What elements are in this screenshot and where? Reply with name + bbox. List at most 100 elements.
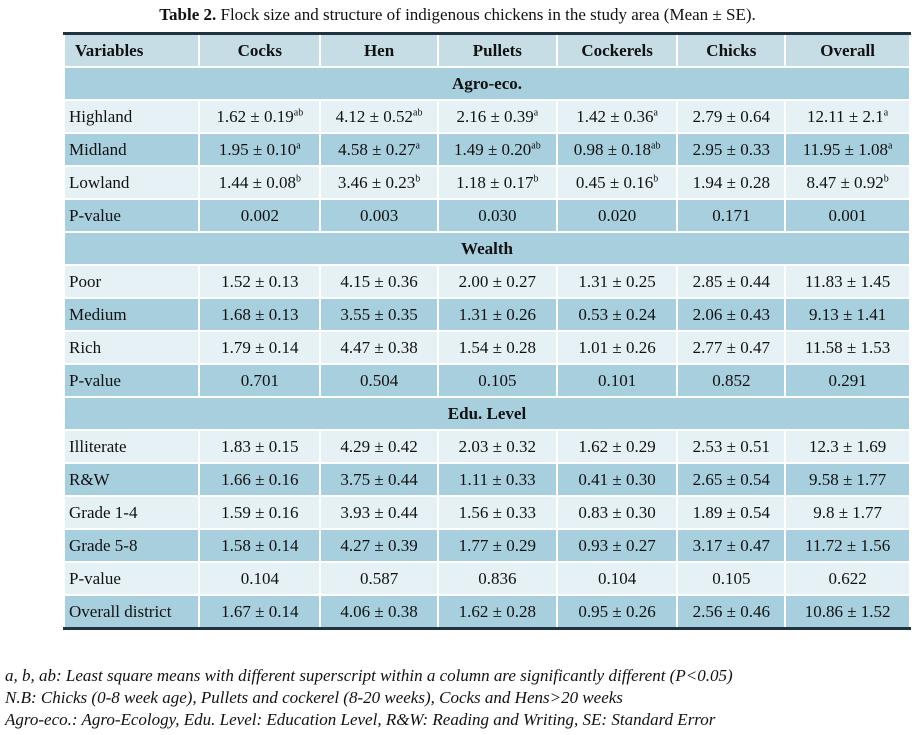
cell-value: 2.56 ± 0.46 [692, 602, 771, 621]
cell-value: 0.030 [478, 206, 517, 225]
cell-value: 1.42 ± 0.36 [576, 107, 654, 126]
table-cell: 1.56 ± 0.33 [436, 495, 558, 530]
cell-value: 0.95 ± 0.26 [578, 602, 656, 621]
header-row: Variables Cocks Hen Pullets Cockerels Ch… [62, 32, 911, 68]
table-cell: 2.56 ± 0.46 [676, 594, 787, 630]
header-overall: Overall [784, 32, 911, 68]
cell-value: 12.3 ± 1.69 [808, 437, 887, 456]
cell-value: 1.59 ± 0.16 [221, 503, 299, 522]
table-cell: 2.79 ± 0.64 [676, 99, 787, 134]
table-cell: 4.27 ± 0.39 [319, 528, 439, 563]
table-cell: 0.101 [555, 363, 679, 398]
cell-value: 2.53 ± 0.51 [692, 437, 771, 456]
cell-value: 11.95 ± 1.08 [802, 140, 888, 159]
cell-value: 0.836 [478, 569, 517, 588]
row-label: Illiterate [62, 429, 201, 464]
section-title: Edu. Level [63, 396, 911, 431]
row-label: Grade 5-8 [62, 528, 201, 563]
cell-value: 0.41 ± 0.30 [578, 470, 656, 489]
cell-value: 9.58 ± 1.77 [808, 470, 887, 489]
table-cell: 0.020 [555, 198, 679, 233]
caption-label: Table 2. [159, 5, 217, 24]
table-cell: 1.31 ± 0.26 [436, 297, 558, 332]
table-cell: 12.3 ± 1.69 [784, 429, 911, 464]
row-label: Medium [62, 297, 201, 332]
cell-value: 0.104 [240, 569, 279, 588]
cell-value: 1.95 ± 0.10 [218, 140, 297, 159]
cell-value: 0.002 [240, 206, 279, 225]
table-cell: 1.94 ± 0.28 [676, 165, 787, 200]
table-cell: 1.79 ± 0.14 [198, 330, 322, 365]
cell-value: 4.06 ± 0.38 [340, 602, 418, 621]
table-cell: 4.58 ± 0.27a [319, 132, 439, 167]
cell-value: 4.15 ± 0.36 [340, 272, 418, 291]
cell-value: 2.85 ± 0.44 [692, 272, 771, 291]
table-cell: 4.06 ± 0.38 [319, 594, 439, 630]
table-cell: 10.86 ± 1.52 [784, 594, 911, 630]
table-cell: 1.67 ± 0.14 [198, 594, 322, 630]
table-cell: 0.622 [784, 561, 911, 596]
footnote-abbreviations: Agro-eco.: Agro-Ecology, Edu. Level: Edu… [5, 710, 716, 729]
cell-value: 0.291 [828, 371, 867, 390]
significance-superscript: b [295, 173, 301, 185]
table-row: Midland 1.95 ± 0.10a 4.58 ± 0.27a 1.49 ± 0.… [62, 132, 911, 167]
table-cell: 0.105 [436, 363, 558, 398]
cell-value: 0.53 ± 0.24 [578, 305, 656, 324]
cell-value: 0.020 [597, 206, 637, 225]
table-cell: 4.15 ± 0.36 [319, 264, 439, 299]
cell-value: 12.11 ± 2.1 [807, 107, 884, 126]
cell-value: 0.171 [712, 206, 751, 225]
row-label: Midland [62, 132, 201, 167]
table-cell: 0.98 ± 0.18ab [555, 132, 679, 167]
table-cell: 1.49 ± 0.20ab [436, 132, 558, 167]
cell-value: 0.98 ± 0.18 [573, 140, 652, 159]
table-row: P-value 0.104 0.587 0.836 0.104 0.105 0.622 [62, 561, 911, 596]
table-cell: 1.58 ± 0.14 [198, 528, 322, 563]
table-cell: 0.93 ± 0.27 [555, 528, 679, 563]
cell-value: 1.79 ± 0.14 [221, 338, 299, 357]
cell-value: 0.105 [712, 569, 751, 588]
header-hen: Hen [319, 32, 439, 68]
table-cell: 1.59 ± 0.16 [198, 495, 322, 530]
table-cell: 1.11 ± 0.33 [436, 462, 558, 497]
cell-value: 1.89 ± 0.54 [692, 503, 771, 522]
cell-value: 0.104 [597, 569, 637, 588]
cell-value: 1.44 ± 0.08 [218, 173, 296, 192]
table-row: R&W 1.66 ± 0.16 3.75 ± 0.44 1.11 ± 0.33 0.41… [62, 462, 911, 497]
significance-superscript: b [883, 173, 889, 185]
table-cell: 1.01 ± 0.26 [555, 330, 679, 365]
table-row: Rich 1.79 ± 0.14 4.47 ± 0.38 1.54 ± 0.28 1.0… [62, 330, 911, 365]
table-cell: 0.504 [319, 363, 439, 398]
cell-value: 2.79 ± 0.64 [692, 107, 771, 126]
table-cell: 11.72 ± 1.56 [784, 528, 911, 563]
cell-value: 3.55 ± 0.35 [340, 305, 418, 324]
cell-value: 0.93 ± 0.27 [578, 536, 656, 555]
cell-value: 1.62 ± 0.29 [578, 437, 656, 456]
table-cell: 1.62 ± 0.28 [436, 594, 558, 630]
table-row: P-value 0.701 0.504 0.105 0.101 0.852 0.291 [62, 363, 911, 398]
row-label: Grade 1-4 [62, 495, 201, 530]
table-cell: 1.62 ± 0.19ab [198, 99, 322, 134]
table-cell: 1.42 ± 0.36a [555, 99, 679, 134]
cell-value: 1.62 ± 0.28 [458, 602, 536, 621]
cell-value: 1.77 ± 0.29 [458, 536, 536, 555]
header-variables: Variables [62, 32, 201, 68]
cell-value: 2.00 ± 0.27 [458, 272, 536, 291]
row-label: Overall district [62, 594, 201, 630]
cell-value: 0.701 [240, 371, 279, 390]
cell-value: 1.11 ± 0.33 [458, 470, 536, 489]
cell-value: 0.45 ± 0.16 [575, 173, 654, 192]
cell-value: 2.06 ± 0.43 [692, 305, 771, 324]
table-cell: 1.52 ± 0.13 [198, 264, 322, 299]
cell-value: 9.8 ± 1.77 [813, 503, 883, 522]
cell-value: 0.101 [597, 371, 637, 390]
table-cell: 0.587 [319, 561, 439, 596]
caption-text: Flock size and structure of indigenous c… [216, 5, 756, 24]
table-row: Grade 5-8 1.58 ± 0.14 4.27 ± 0.39 1.77 ± 0.… [62, 528, 911, 563]
table-cell: 0.41 ± 0.30 [555, 462, 679, 497]
cell-value: 1.66 ± 0.16 [221, 470, 299, 489]
table-row: Poor 1.52 ± 0.13 4.15 ± 0.36 2.00 ± 0.27 1.3… [62, 264, 911, 299]
cell-value: 11.58 ± 1.53 [805, 338, 891, 357]
header-chicks: Chicks [676, 32, 787, 68]
cell-value: 3.75 ± 0.44 [340, 470, 418, 489]
